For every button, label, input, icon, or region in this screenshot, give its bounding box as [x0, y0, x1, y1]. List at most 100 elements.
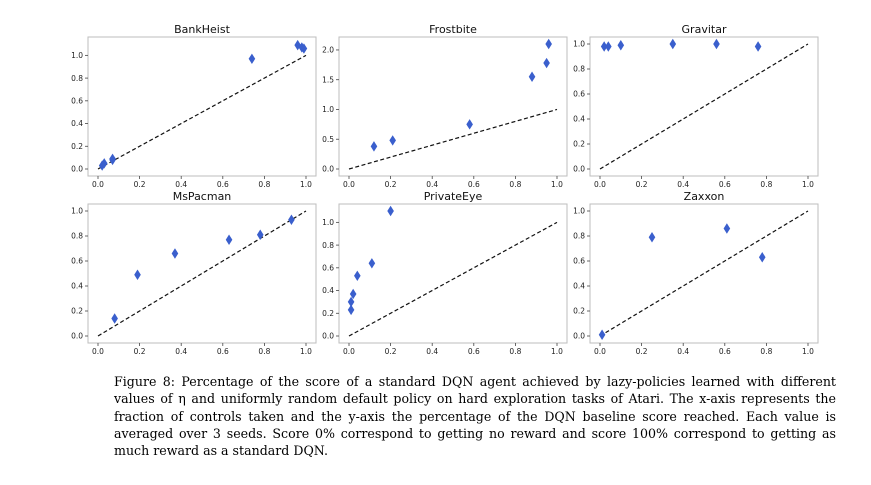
data-point: [669, 38, 677, 50]
data-point: [248, 53, 256, 64]
y-tick-label: 1.0: [71, 207, 83, 216]
x-tick-label: 0.4: [175, 347, 187, 356]
chart-title: Frostbite: [429, 23, 477, 36]
reference-line: [97, 210, 307, 337]
data-point: [754, 41, 762, 52]
y-tick-label: 0.5: [322, 135, 334, 144]
data-point: [758, 252, 766, 263]
data-point: [387, 205, 394, 217]
x-tick-label: 0.8: [258, 347, 270, 356]
x-tick-label: 0.2: [134, 347, 146, 356]
data-point: [598, 329, 606, 340]
plot-frame: [87, 203, 317, 344]
y-tick-label: 0.8: [71, 74, 83, 83]
data-point: [347, 304, 355, 316]
x-tick-label: 0.4: [426, 180, 438, 189]
reference-line: [599, 210, 809, 337]
data-point: [370, 141, 378, 152]
x-tick-label: 0.8: [760, 347, 772, 356]
chart-title: MsPacman: [173, 190, 232, 203]
y-tick-label: 0.4: [573, 115, 585, 124]
chart-title: Zaxxon: [684, 190, 725, 203]
data-point: [543, 57, 550, 69]
chart-panel-zaxxon: Zaxxon 0.0 0.2 0.4 0.6 0.8 1.0 0.0 0.2 0.4 0.6 0.8 1…: [573, 190, 819, 356]
x-tick-label: 1.0: [551, 347, 563, 356]
x-tick-label: 0.6: [217, 180, 229, 189]
x-tick-label: 0.0: [343, 180, 355, 189]
figure-caption: Figure 8: Percentage of the score of a s…: [114, 374, 836, 459]
data-point: [98, 160, 106, 171]
y-tick-label: 0.2: [573, 307, 585, 316]
data-point: [600, 41, 608, 52]
x-tick-label: 0.2: [636, 347, 648, 356]
data-point: [545, 38, 552, 50]
data-point: [466, 119, 473, 130]
reference-line: [599, 43, 809, 170]
figure-svg: BankHeist 0.0 0.2 0.4 0.6 0.8 1.0 0.0 0.2 0.4 0.6 0…: [71, 23, 819, 356]
y-tick-label: 0.6: [71, 257, 83, 266]
y-tick-label: 1.0: [322, 218, 334, 227]
data-point: [354, 270, 361, 281]
x-tick-label: 1.0: [300, 347, 312, 356]
y-tick-label: 1.5: [322, 75, 334, 84]
data-point: [294, 39, 301, 51]
x-tick-label: 0.6: [719, 180, 731, 189]
x-tick-label: 0.2: [385, 347, 397, 356]
data-point: [605, 41, 612, 52]
data-point: [349, 288, 357, 300]
y-tick-label: 0.4: [71, 119, 83, 128]
x-tick-label: 0.0: [594, 347, 606, 356]
y-tick-label: 0.4: [322, 286, 334, 295]
y-tick-label: 0.6: [322, 264, 334, 273]
y-tick-label: 0.8: [322, 241, 334, 250]
x-tick-label: 0.2: [134, 180, 146, 189]
x-tick-label: 0.6: [719, 347, 731, 356]
y-tick-label: 1.0: [573, 40, 585, 49]
plot-frame: [87, 36, 317, 177]
y-tick-label: 1.0: [573, 207, 585, 216]
x-tick-label: 0.8: [258, 180, 270, 189]
plot-frame: [589, 203, 819, 344]
data-point: [368, 258, 376, 269]
y-tick-label: 2.0: [322, 46, 334, 55]
plot-frame: [589, 36, 819, 177]
y-tick-label: 0.6: [573, 90, 585, 99]
chart-panel-privateeye: PrivateEye 0.0 0.2 0.4 0.6 0.8 1.0 0.0 0.2 0.4 0.6…: [322, 190, 568, 356]
data-point: [134, 269, 141, 280]
y-tick-label: 0.0: [573, 332, 585, 341]
data-point: [617, 40, 625, 51]
data-point: [288, 214, 295, 225]
y-tick-label: 0.6: [573, 257, 585, 266]
y-tick-label: 0.2: [71, 142, 83, 151]
y-tick-label: 0.4: [71, 282, 83, 291]
x-tick-label: 0.0: [92, 347, 104, 356]
reference-line: [97, 54, 307, 170]
figure-grid: BankHeist 0.0 0.2 0.4 0.6 0.8 1.0 0.0 0.2 0.4 0.6 0…: [71, 23, 819, 356]
y-tick-label: 0.8: [573, 65, 585, 74]
x-tick-label: 0.2: [636, 180, 648, 189]
chart-panel-gravitar: Gravitar 0.0 0.2 0.4 0.6 0.8 1.0 0.0 0.2 0.4 0.6 0.…: [573, 23, 819, 189]
x-tick-label: 1.0: [802, 180, 814, 189]
y-tick-label: 1.0: [322, 105, 334, 114]
x-tick-label: 0.4: [175, 180, 187, 189]
plot-frame: [338, 203, 568, 344]
data-point: [100, 158, 108, 169]
x-tick-label: 0.0: [92, 180, 104, 189]
x-tick-label: 0.2: [385, 180, 397, 189]
data-point: [256, 229, 264, 240]
data-point: [648, 232, 656, 243]
chart-title: BankHeist: [174, 23, 230, 36]
x-tick-label: 0.4: [677, 347, 689, 356]
y-tick-label: 0.0: [573, 165, 585, 174]
x-tick-label: 0.8: [509, 347, 521, 356]
data-point: [225, 234, 233, 245]
chart-panel-mspacman: MsPacman 0.0 0.2 0.4 0.6 0.8 1.0 0.0 0.2 0.4 0.6 0.…: [71, 190, 317, 356]
y-tick-label: 0.2: [573, 140, 585, 149]
data-point: [111, 313, 118, 324]
data-point: [109, 153, 116, 164]
x-tick-label: 0.0: [343, 347, 355, 356]
plot-frame: [338, 36, 568, 177]
y-tick-label: 0.2: [71, 307, 83, 316]
y-tick-label: 0.2: [322, 309, 334, 318]
chart-title: PrivateEye: [424, 190, 483, 203]
